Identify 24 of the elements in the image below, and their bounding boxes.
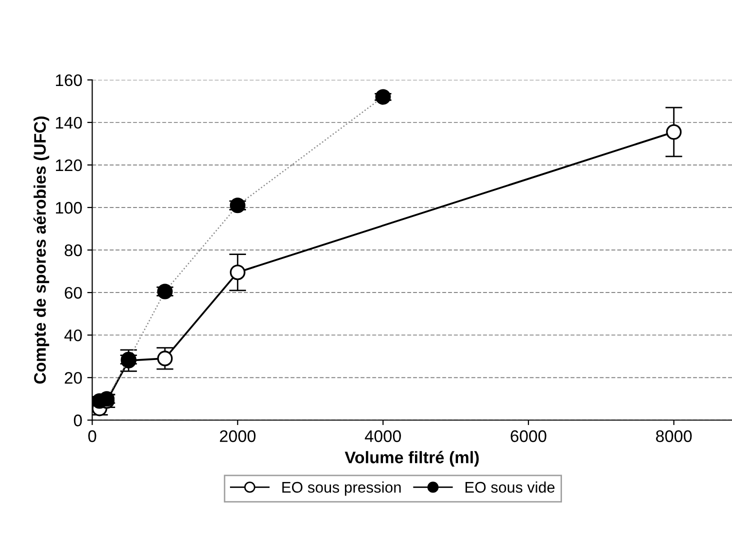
y-tick-label: 0 xyxy=(74,414,82,426)
y-tick-label: 140 xyxy=(56,116,82,129)
y-tick-label: 40 xyxy=(64,329,82,342)
point xyxy=(666,124,682,140)
point xyxy=(157,284,173,300)
x-tick-label: 8000 xyxy=(656,430,692,442)
legend-label: EO sous pression xyxy=(282,482,401,496)
point xyxy=(375,89,391,105)
y-axis-title: Compte de spores aérobies (UFC) xyxy=(33,116,50,384)
y-tick-label: 100 xyxy=(56,202,82,214)
point xyxy=(157,350,173,366)
x-tick-label: 2000 xyxy=(220,430,256,442)
x-tick-label: 4000 xyxy=(364,430,401,442)
x-tick-label: 6000 xyxy=(510,430,546,442)
point xyxy=(230,264,246,280)
point xyxy=(230,198,246,214)
y-tick-label: 20 xyxy=(64,372,82,384)
y-tick-label: 80 xyxy=(64,244,82,256)
legend-label: EO sous vide xyxy=(466,482,554,493)
y-tick-label: 60 xyxy=(64,286,82,299)
y-tick-label: 160 xyxy=(56,74,82,86)
y-tick-label: 120 xyxy=(56,159,82,172)
x-tick-label: 0 xyxy=(88,430,96,442)
x-axis-title: Volume filtré (ml) xyxy=(344,450,479,467)
